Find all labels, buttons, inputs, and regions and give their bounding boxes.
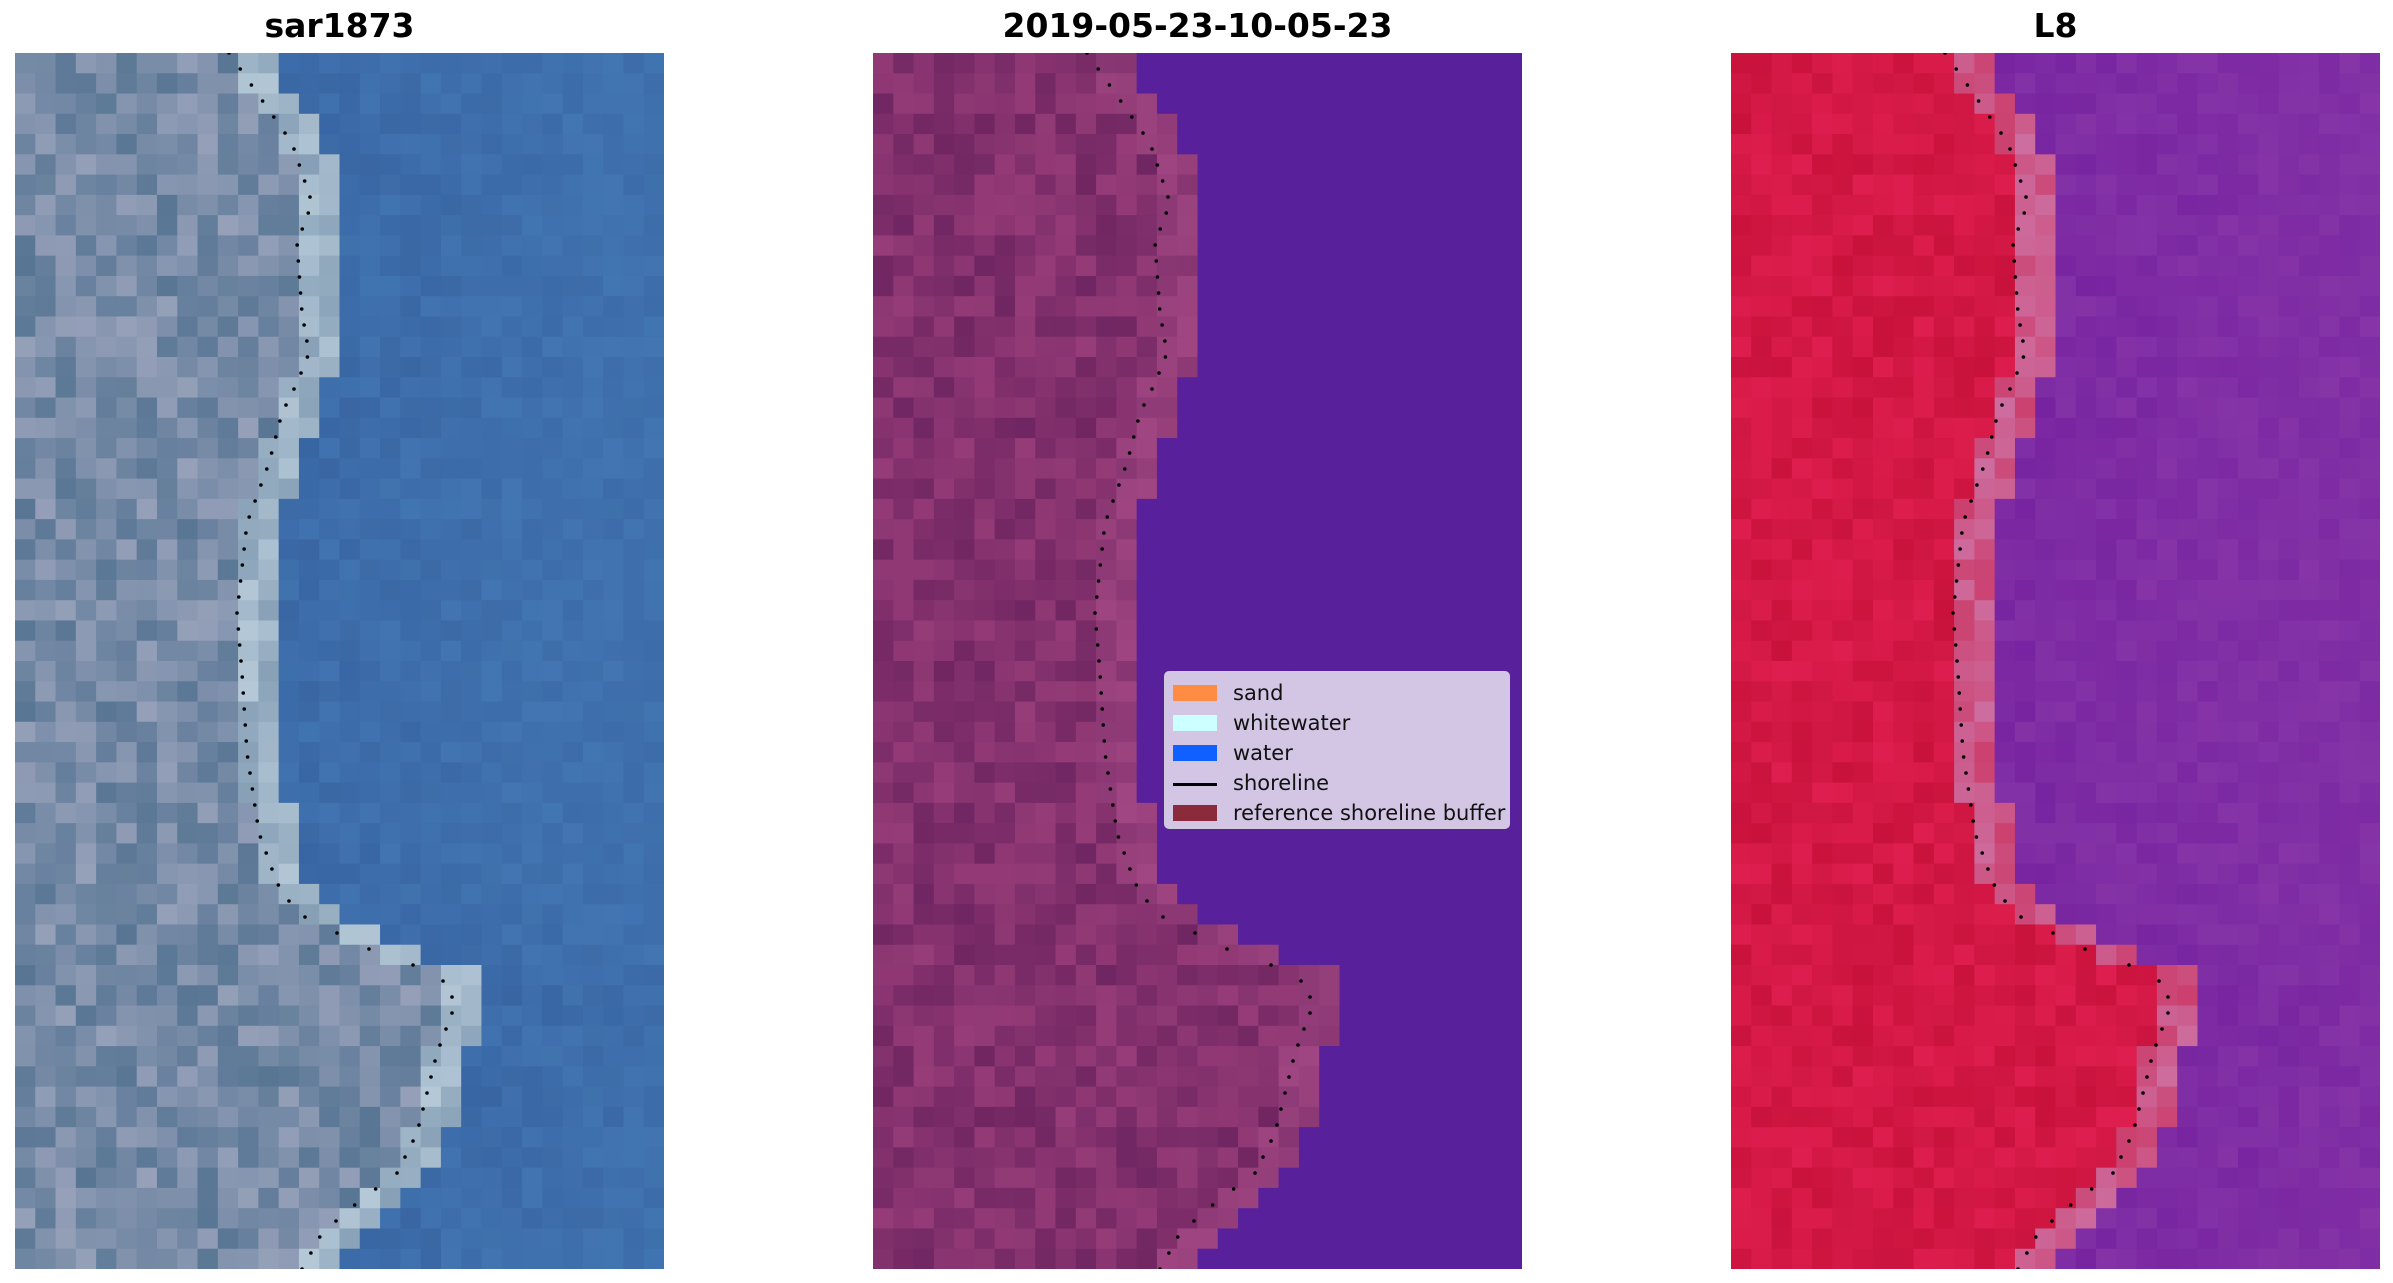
legend-label-water: water xyxy=(1233,741,1293,765)
panel-rgb-image: sar1873 xyxy=(15,0,664,1283)
legend-swatch-water xyxy=(1173,745,1217,761)
classified-image xyxy=(873,53,1522,1269)
legend-item-whitewater: whitewater xyxy=(1165,708,1509,738)
legend-item-reference-buffer: reference shoreline buffer xyxy=(1165,798,1509,828)
legend-swatch-whitewater xyxy=(1173,715,1217,731)
panel-classified-image: 2019-05-23-10-05-23 xyxy=(873,0,1522,1283)
legend: sand whitewater water shoreline referenc… xyxy=(1164,671,1510,829)
legend-label-reference-buffer: reference shoreline buffer xyxy=(1233,801,1506,825)
legend-item-shoreline: shoreline xyxy=(1165,768,1509,798)
legend-item-water: water xyxy=(1165,738,1509,768)
shoreline-dots xyxy=(1943,53,2170,1269)
shoreline-dots xyxy=(1085,53,1312,1269)
legend-label-whitewater: whitewater xyxy=(1233,711,1351,735)
legend-label-shoreline: shoreline xyxy=(1233,771,1330,795)
legend-item-sand: sand xyxy=(1165,678,1509,708)
rgb-satellite-image xyxy=(15,53,664,1269)
panel-title-rgb: sar1873 xyxy=(264,6,415,45)
panel-title-classified: 2019-05-23-10-05-23 xyxy=(1002,6,1393,45)
panel-false-color-image: L8 xyxy=(1731,0,2380,1283)
legend-swatch-sand xyxy=(1173,685,1217,701)
legend-line-shoreline xyxy=(1173,783,1217,786)
legend-swatch-reference-buffer xyxy=(1173,805,1217,821)
shoreline-dots xyxy=(227,53,454,1269)
false-color-image xyxy=(1731,53,2380,1269)
panel-title-false-color: L8 xyxy=(2033,6,2078,45)
legend-label-sand: sand xyxy=(1233,681,1284,705)
